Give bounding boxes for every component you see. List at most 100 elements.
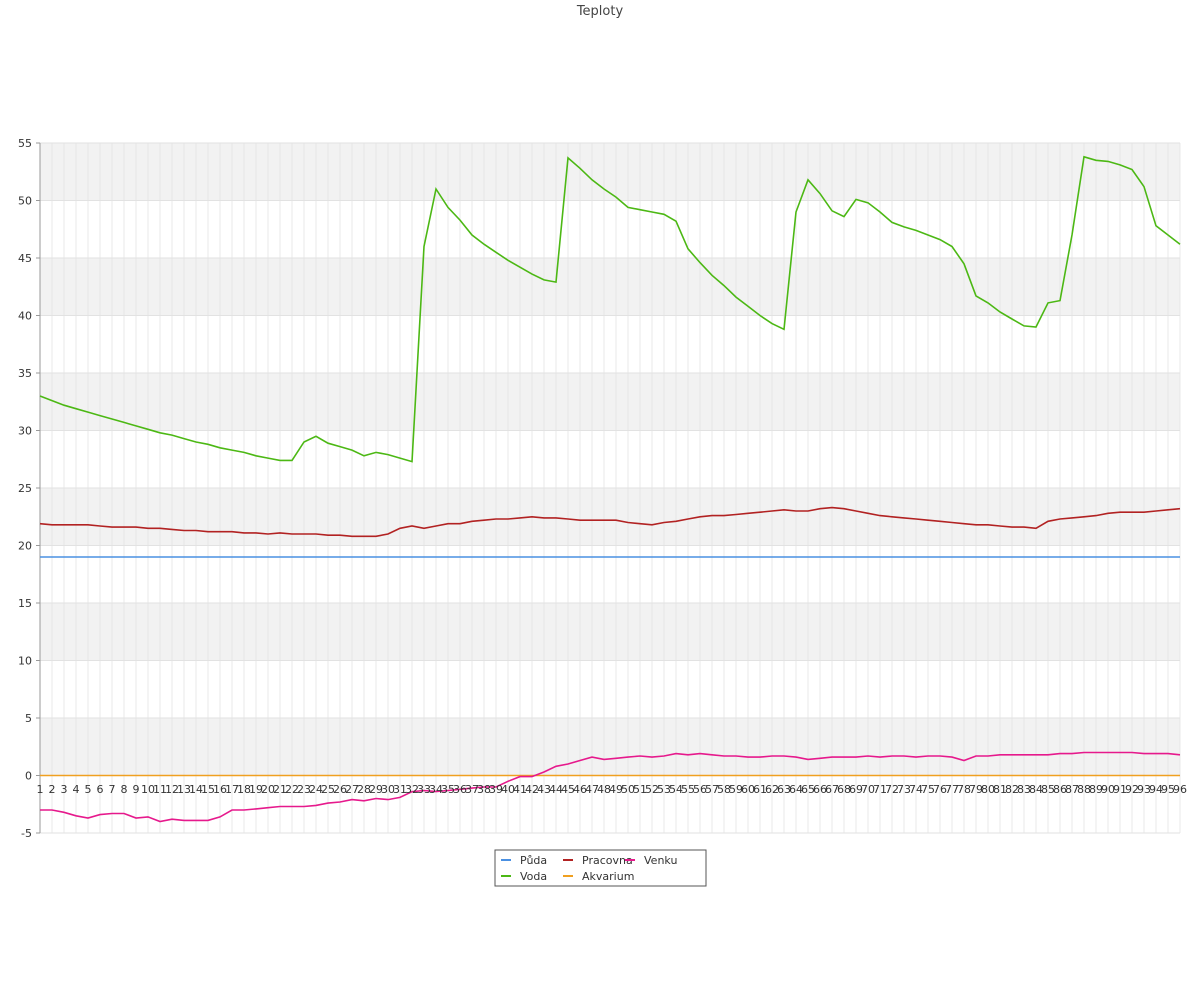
x-tick-label: 95 bbox=[1161, 783, 1175, 796]
legend-box bbox=[494, 849, 707, 887]
x-tick-label: 73 bbox=[897, 783, 911, 796]
x-tick-label: 48 bbox=[597, 783, 611, 796]
y-tick-label: 20 bbox=[18, 540, 32, 553]
y-tick-label: 5 bbox=[25, 712, 32, 725]
grid-band bbox=[40, 488, 1180, 546]
y-tick-label: 15 bbox=[18, 597, 32, 610]
x-tick-label: 62 bbox=[765, 783, 779, 796]
x-tick-label: 80 bbox=[981, 783, 995, 796]
x-tick-label: 1 bbox=[37, 783, 44, 796]
x-tick-label: 91 bbox=[1113, 783, 1127, 796]
x-tick-label: 26 bbox=[333, 783, 347, 796]
x-tick-label: 88 bbox=[1077, 783, 1091, 796]
y-tick-label: 45 bbox=[18, 252, 32, 265]
legend-label: Pracovna bbox=[582, 854, 633, 867]
legend-label: Půda bbox=[520, 854, 547, 867]
x-tick-label: 46 bbox=[573, 783, 587, 796]
x-tick-label: 32 bbox=[405, 783, 419, 796]
x-tick-label: 27 bbox=[345, 783, 359, 796]
x-tick-label: 33 bbox=[417, 783, 431, 796]
x-tick-label: 96 bbox=[1173, 783, 1187, 796]
x-tick-label: 4 bbox=[73, 783, 80, 796]
grid-band bbox=[40, 603, 1180, 661]
x-tick-label: 54 bbox=[669, 783, 683, 796]
x-tick-label: 13 bbox=[177, 783, 191, 796]
x-tick-label: 25 bbox=[321, 783, 335, 796]
x-tick-label: 21 bbox=[273, 783, 287, 796]
x-tick-label: 77 bbox=[945, 783, 959, 796]
x-tick-label: 89 bbox=[1089, 783, 1103, 796]
x-tick-label: 61 bbox=[753, 783, 767, 796]
x-tick-label: 72 bbox=[885, 783, 899, 796]
x-tick-label: 92 bbox=[1125, 783, 1139, 796]
x-tick-label: 60 bbox=[741, 783, 755, 796]
x-tick-label: 68 bbox=[837, 783, 851, 796]
x-tick-label: 76 bbox=[933, 783, 947, 796]
x-tick-label: 79 bbox=[969, 783, 983, 796]
x-tick-label: 12 bbox=[165, 783, 179, 796]
x-tick-label: 29 bbox=[369, 783, 383, 796]
legend-label: Voda bbox=[520, 870, 547, 883]
x-tick-label: 31 bbox=[393, 783, 407, 796]
x-tick-label: 78 bbox=[957, 783, 971, 796]
x-tick-label: 71 bbox=[873, 783, 887, 796]
x-tick-label: 82 bbox=[1005, 783, 1019, 796]
x-tick-label: 18 bbox=[237, 783, 251, 796]
x-tick-label: 43 bbox=[537, 783, 551, 796]
x-tick-label: 55 bbox=[681, 783, 695, 796]
x-tick-label: 85 bbox=[1041, 783, 1055, 796]
x-tick-label: 75 bbox=[921, 783, 935, 796]
x-tick-label: 90 bbox=[1101, 783, 1115, 796]
y-tick-label: 30 bbox=[18, 425, 32, 438]
x-tick-label: 51 bbox=[633, 783, 647, 796]
x-tick-label: 83 bbox=[1017, 783, 1031, 796]
x-tick-label: 28 bbox=[357, 783, 371, 796]
x-tick-label: 40 bbox=[501, 783, 515, 796]
x-tick-label: 70 bbox=[861, 783, 875, 796]
x-tick-label: 30 bbox=[381, 783, 395, 796]
x-tick-label: 17 bbox=[225, 783, 239, 796]
x-tick-label: 22 bbox=[285, 783, 299, 796]
x-tick-label: 36 bbox=[453, 783, 467, 796]
x-tick-label: 47 bbox=[585, 783, 599, 796]
chart-title: Teploty bbox=[576, 4, 624, 19]
x-tick-label: 41 bbox=[513, 783, 527, 796]
x-tick-label: 49 bbox=[609, 783, 623, 796]
x-tick-label: 52 bbox=[645, 783, 659, 796]
x-tick-label: 6 bbox=[97, 783, 104, 796]
x-tick-label: 59 bbox=[729, 783, 743, 796]
y-tick-label: 10 bbox=[18, 655, 32, 668]
x-tick-label: 10 bbox=[141, 783, 155, 796]
x-tick-label: 35 bbox=[441, 783, 455, 796]
grid-band bbox=[40, 143, 1180, 201]
series-line bbox=[39, 155, 1181, 463]
x-tick-label: 39 bbox=[489, 783, 503, 796]
x-tick-label: 45 bbox=[561, 783, 575, 796]
y-tick-label: 55 bbox=[18, 137, 32, 150]
legend-label: Akvarium bbox=[582, 870, 634, 883]
x-tick-label: 63 bbox=[777, 783, 791, 796]
x-tick-label: 53 bbox=[657, 783, 671, 796]
x-tick-label: 23 bbox=[297, 783, 311, 796]
x-tick-label: 74 bbox=[909, 783, 923, 796]
x-tick-label: 34 bbox=[429, 783, 443, 796]
x-tick-label: 56 bbox=[693, 783, 707, 796]
lines bbox=[39, 155, 1181, 823]
x-tick-label: 65 bbox=[801, 783, 815, 796]
x-tick-label: 86 bbox=[1053, 783, 1067, 796]
grid bbox=[36, 142, 1181, 834]
x-tick-label: 14 bbox=[189, 783, 203, 796]
x-tick-label: 19 bbox=[249, 783, 263, 796]
grid-band bbox=[40, 373, 1180, 431]
x-tick-label: 3 bbox=[61, 783, 68, 796]
y-tick-label: 0 bbox=[25, 770, 32, 783]
x-tick-label: 87 bbox=[1065, 783, 1079, 796]
x-tick-label: 64 bbox=[789, 783, 803, 796]
series-line bbox=[39, 506, 1181, 538]
x-tick-label: 69 bbox=[849, 783, 863, 796]
x-tick-label: 5 bbox=[85, 783, 92, 796]
x-tick-label: 2 bbox=[49, 783, 56, 796]
x-tick-label: 84 bbox=[1029, 783, 1043, 796]
